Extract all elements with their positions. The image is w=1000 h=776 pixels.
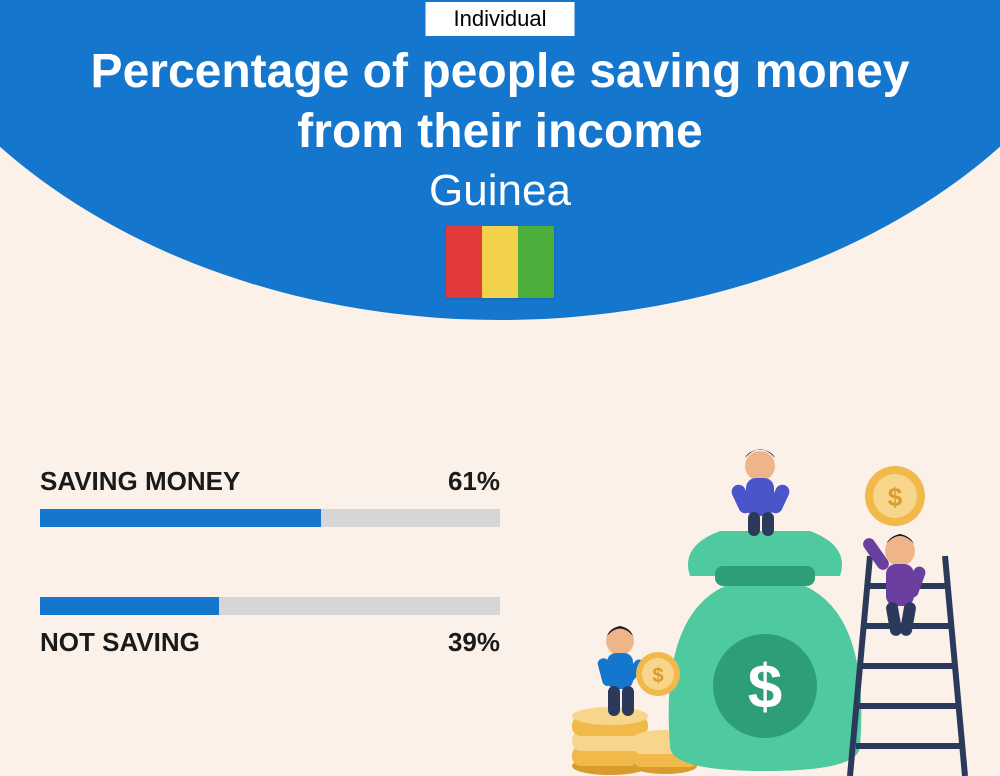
flag-icon bbox=[446, 226, 554, 298]
svg-text:$: $ bbox=[888, 482, 903, 512]
money-bag-icon: $ bbox=[669, 531, 862, 771]
bar-saving-fill bbox=[40, 509, 321, 527]
bar-saving-value: 61% bbox=[448, 466, 500, 497]
country-name: Guinea bbox=[0, 166, 1000, 216]
flag-stripe-2 bbox=[482, 226, 518, 298]
bar-chart: SAVING MONEY 61% NOT SAVING 39% bbox=[40, 466, 500, 728]
person-sitting-icon: $ bbox=[597, 626, 680, 716]
bar-notsaving-value: 39% bbox=[448, 627, 500, 658]
bar-notsaving: NOT SAVING 39% bbox=[40, 597, 500, 658]
category-badge: Individual bbox=[426, 2, 575, 36]
title-block: Percentage of people saving money from t… bbox=[0, 42, 1000, 216]
title-line2: from their income bbox=[0, 102, 1000, 162]
bar-saving-label: SAVING MONEY bbox=[40, 466, 240, 497]
bar-notsaving-label: NOT SAVING bbox=[40, 627, 200, 658]
bar-notsaving-track bbox=[40, 597, 500, 615]
bar-saving: SAVING MONEY 61% bbox=[40, 466, 500, 527]
svg-text:$: $ bbox=[652, 665, 663, 687]
bar-saving-track bbox=[40, 509, 500, 527]
flag-stripe-1 bbox=[446, 226, 482, 298]
title-line1: Percentage of people saving money bbox=[0, 42, 1000, 102]
bar-notsaving-fill bbox=[40, 597, 219, 615]
svg-text:$: $ bbox=[748, 653, 782, 722]
savings-illustration: $ $ bbox=[550, 436, 980, 776]
person-ladder-icon: $ bbox=[861, 466, 927, 637]
flag-stripe-3 bbox=[518, 226, 554, 298]
person-top-icon bbox=[729, 449, 791, 536]
